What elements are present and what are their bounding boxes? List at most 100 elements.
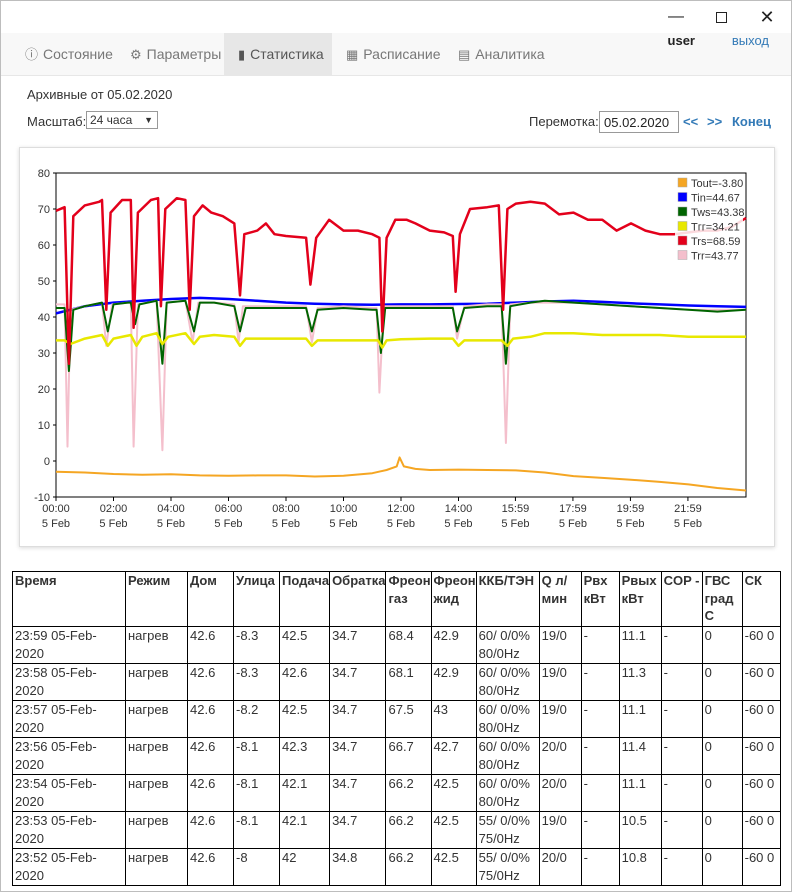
table-cell: 68.1 <box>385 663 432 701</box>
x-tick-time: 10:00 <box>330 503 358 515</box>
tab-schedule[interactable]: ▦ Расписание <box>332 33 454 75</box>
x-tick-date: 5 Feb <box>329 518 357 530</box>
table-cell: нагрев <box>125 737 188 775</box>
tab-status[interactable]: ⓘ Состояние <box>11 33 127 75</box>
table-cell: -60 0 <box>741 774 781 812</box>
table-cell: 0 <box>701 737 743 775</box>
column-header: Рвых кВт <box>618 571 662 627</box>
minimize-icon[interactable]: — <box>668 8 684 25</box>
column-header: Q л/мин <box>538 571 582 627</box>
back-link[interactable]: << <box>683 114 699 129</box>
table-cell: 34.8 <box>329 848 387 886</box>
table-cell: -60 0 <box>741 848 781 886</box>
maximize-icon[interactable] <box>698 1 744 33</box>
tab-statistics[interactable]: ▮ Статистика <box>224 33 332 75</box>
table-cell: 11.1 <box>618 626 662 664</box>
table-cell: 0 <box>701 811 743 849</box>
close-icon[interactable]: ✕ <box>759 6 775 27</box>
x-tick-time: 02:00 <box>100 503 128 515</box>
x-tick-time: 04:00 <box>157 503 185 515</box>
table-cell: 11.1 <box>618 700 662 738</box>
series-line <box>55 456 747 492</box>
table-row: 23:53 05-Feb-2020 нагрев 42.6 -8.1 42.1 34.7 6… <box>12 811 781 849</box>
tab-analytics[interactable]: ▤ Аналитика <box>444 33 559 75</box>
table-cell: 42.1 <box>278 811 331 849</box>
table-cell: 55/ 0/0% 75/0Hz <box>475 848 540 886</box>
column-header: ГВС град С <box>701 571 743 627</box>
table-cell: 66.2 <box>385 848 432 886</box>
legend-label: Tгг=34.21 <box>691 222 740 234</box>
table-cell: 42.6 <box>187 774 234 812</box>
table-cell: 11.3 <box>618 663 662 701</box>
rewind-date-input[interactable] <box>599 111 679 133</box>
y-tick-label: 70 <box>38 204 50 216</box>
forward-link[interactable]: >> <box>707 114 723 129</box>
table-cell: 55/ 0/0% 75/0Hz <box>475 811 540 849</box>
legend-swatch <box>677 250 688 260</box>
table-cell: 42.5 <box>278 700 331 738</box>
legend-swatch <box>677 221 688 231</box>
table-cell: 42 <box>278 848 331 886</box>
end-link[interactable]: Конец <box>732 114 771 129</box>
table-cell: - <box>660 663 703 701</box>
table-cell: 11.1 <box>618 774 662 812</box>
table-cell: 42.5 <box>278 626 331 664</box>
table-cell: 0 <box>701 700 743 738</box>
table-cell: 23:56 05-Feb-2020 <box>12 737 126 775</box>
x-tick-date: 5 Feb <box>272 518 300 530</box>
legend-swatch <box>677 177 688 188</box>
temperature-chart: -10 0 10 20 30 40 50 60 70 80 00:00 5 Feb 02:00 5 Feb… <box>34 168 747 530</box>
table-cell: -8.1 <box>233 737 280 775</box>
x-tick-date: 5 Feb <box>559 518 587 530</box>
table-cell: 10.8 <box>618 848 662 886</box>
y-tick-label: 30 <box>38 348 50 360</box>
column-header: Рвх кВт <box>580 571 620 627</box>
table-cell: 34.7 <box>329 700 387 738</box>
table-cell: 42.6 <box>187 737 234 775</box>
x-tick-date: 5 Feb <box>387 518 415 530</box>
table-cell: - <box>660 774 703 812</box>
column-header: Обратка <box>329 571 387 627</box>
column-header: COP - <box>660 571 703 627</box>
tab-parameters[interactable]: ⚙ Параметры <box>116 33 235 75</box>
logout-link[interactable]: выход <box>731 33 769 48</box>
table-cell: 0 <box>701 663 743 701</box>
y-tick-label: 0 <box>44 456 50 468</box>
table-cell: 23:52 05-Feb-2020 <box>12 848 126 886</box>
tab-label: Аналитика <box>475 46 545 62</box>
table-cell: 23:53 05-Feb-2020 <box>12 811 126 849</box>
table-cell: 60/ 0/0% 80/0Hz <box>475 663 540 701</box>
table-cell: 42.1 <box>278 774 331 812</box>
table-cell: 20/0 <box>538 737 582 775</box>
username: user <box>667 33 695 48</box>
table-cell: 42.6 <box>187 663 234 701</box>
table-cell: 42.5 <box>430 811 477 849</box>
title-bar: — ✕ <box>1 1 791 33</box>
scale-select[interactable]: 24 часа ▼ <box>86 111 158 129</box>
info-circle-icon: ⓘ <box>25 47 39 62</box>
tab-label: Состояние <box>43 46 113 62</box>
table-cell: нагрев <box>125 626 188 664</box>
column-header: СК <box>741 571 781 627</box>
x-tick-date: 5 Feb <box>214 518 242 530</box>
x-tick-date: 5 Feb <box>501 518 529 530</box>
table-cell: -8.3 <box>233 626 280 664</box>
table-cell: 23:59 05-Feb-2020 <box>12 626 126 664</box>
table-cell: 66.2 <box>385 811 432 849</box>
table-cell: 60/ 0/0% 80/0Hz <box>475 626 540 664</box>
table-cell: 42.6 <box>278 663 331 701</box>
table-cell: 23:57 05-Feb-2020 <box>12 700 126 738</box>
x-tick-time: 15:59 <box>502 503 530 515</box>
scale-label: Масштаб: <box>27 114 87 129</box>
legend-label: Tws=43.38 <box>691 207 745 219</box>
column-header: Улица <box>233 571 280 627</box>
table-cell: 42.6 <box>187 626 234 664</box>
y-tick-label: 40 <box>38 312 50 324</box>
table-cell: - <box>580 700 620 738</box>
x-tick-date: 5 Feb <box>616 518 644 530</box>
column-header: Фреон жид <box>430 571 477 627</box>
table-cell: - <box>660 811 703 849</box>
table-cell: - <box>580 626 620 664</box>
table-cell: 34.7 <box>329 811 387 849</box>
table-cell: 68.4 <box>385 626 432 664</box>
